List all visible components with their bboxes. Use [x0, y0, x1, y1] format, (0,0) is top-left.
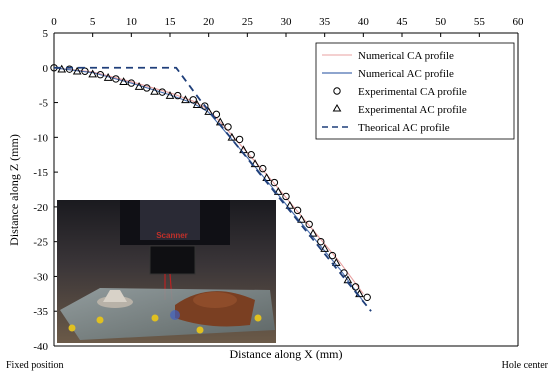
point-experimental-ac-profile [134, 82, 144, 90]
legend-box [315, 42, 515, 140]
x-tick-label: 5 [90, 16, 96, 28]
point-experimental-ca-profile [174, 91, 182, 100]
series-line-theorical-ac-profile [54, 66, 372, 312]
x-tick-label: 25 [242, 16, 254, 28]
y-tick-label: -15 [33, 167, 48, 179]
point-experimental-ac-profile [192, 100, 202, 108]
point-experimental-ac-profile [103, 72, 113, 81]
x-tick-label: 0 [51, 16, 57, 28]
point-experimental-ac-profile [204, 107, 214, 115]
y-tick-label: -30 [33, 271, 48, 283]
point-experimental-ac-profile [308, 228, 318, 237]
point-experimental-ac-profile [150, 86, 159, 95]
point-experimental-ca-profile [270, 178, 279, 187]
legend-label-theorical-ac: Theorical AC profile [358, 122, 450, 134]
point-experimental-ac-profile [273, 187, 283, 195]
point-experimental-ac-profile [119, 77, 128, 85]
point-experimental-ca-profile [158, 88, 166, 96]
point-experimental-ca-profile [305, 220, 313, 228]
legend-label-numerical-ca: Numerical CA profile [358, 50, 454, 62]
point-experimental-ca-profile [189, 96, 197, 104]
legend-label-experimental-ca: Experimental CA profile [358, 86, 467, 98]
point-experimental-ac-profile [262, 173, 272, 181]
point-experimental-ac-profile [72, 66, 82, 75]
point-experimental-ca-profile [96, 71, 105, 79]
point-experimental-ca-profile [363, 293, 371, 302]
point-experimental-ca-profile [112, 75, 120, 83]
point-experimental-ca-profile [247, 151, 255, 159]
x-tick-label: 35 [319, 16, 331, 28]
point-experimental-ca-profile [235, 135, 244, 144]
point-experimental-ac-profile [320, 244, 330, 252]
x-tick-label: 55 [474, 16, 486, 28]
x-ticks: 0 5 10 15 20 25 30 35 40 45 50 55 60 [51, 16, 524, 37]
x-tick-label: 30 [281, 16, 293, 28]
point-experimental-ca-profile [328, 251, 337, 260]
inset-photo-label: Scanner [156, 231, 188, 240]
point-experimental-ac-profile [88, 69, 98, 78]
hole-center-note: Hole center [502, 360, 549, 371]
point-experimental-ac-profile [57, 64, 67, 73]
series-line-numerical-ac-profile [53, 67, 364, 302]
point-experimental-ac-profile [285, 200, 295, 209]
y-axis-title: Distance along Z (mm) [7, 134, 21, 246]
point-experimental-ac-profile [250, 159, 260, 168]
series-line-numerical-ca-profile [53, 67, 364, 295]
point-experimental-ca-profile [224, 123, 232, 131]
point-experimental-ca-profile [143, 84, 151, 92]
x-tick-label: 15 [165, 16, 177, 28]
y-tick-label: -20 [33, 202, 48, 214]
y-tick-label: -10 [33, 132, 48, 144]
y-tick-label: -35 [33, 306, 48, 318]
y-tick-label: -5 [39, 98, 49, 110]
legend: Numerical CA profile Numerical AC profil… [315, 42, 515, 140]
x-axis-title: Distance along X (mm) [230, 347, 343, 361]
x-tick-label: 10 [126, 16, 138, 28]
point-experimental-ca-profile [317, 237, 325, 246]
x-tick-label: 40 [358, 16, 370, 28]
y-tick-label: 0 [43, 63, 49, 75]
point-experimental-ac-profile [181, 95, 190, 104]
point-experimental-ca-profile [201, 102, 209, 110]
fixed-position-note: Fixed position [6, 360, 64, 371]
y-tick-label: 5 [43, 28, 49, 40]
point-experimental-ca-profile [127, 79, 136, 87]
point-experimental-ca-profile [212, 110, 221, 119]
point-experimental-ca-profile [65, 65, 74, 73]
point-experimental-ca-profile [259, 164, 267, 173]
y-tick-label: -25 [33, 237, 48, 249]
x-tick-label: 50 [435, 16, 447, 28]
x-tick-label: 20 [203, 16, 215, 28]
point-experimental-ca-profile [293, 206, 302, 215]
inset-photo: Scanner [57, 200, 276, 343]
y-tick-label: -40 [33, 341, 48, 353]
legend-label-numerical-ac: Numerical AC profile [358, 68, 454, 80]
point-experimental-ac-profile [165, 91, 175, 99]
series-layer [50, 64, 372, 312]
legend-swatch-experimental-ac [332, 104, 342, 112]
point-experimental-ac-profile [297, 214, 306, 223]
point-experimental-ac-profile [331, 258, 341, 266]
legend-label-experimental-ac: Experimental AC profile [358, 104, 467, 116]
x-tick-label: 60 [513, 16, 525, 28]
legend-swatch-experimental-ca [333, 87, 341, 95]
x-tick-label: 45 [397, 16, 409, 28]
y-ticks: 5 0 -5 -10 -15 -20 -25 -30 -35 -40 [33, 28, 58, 353]
point-experimental-ca-profile [351, 283, 360, 291]
point-experimental-ca-profile [282, 192, 290, 201]
